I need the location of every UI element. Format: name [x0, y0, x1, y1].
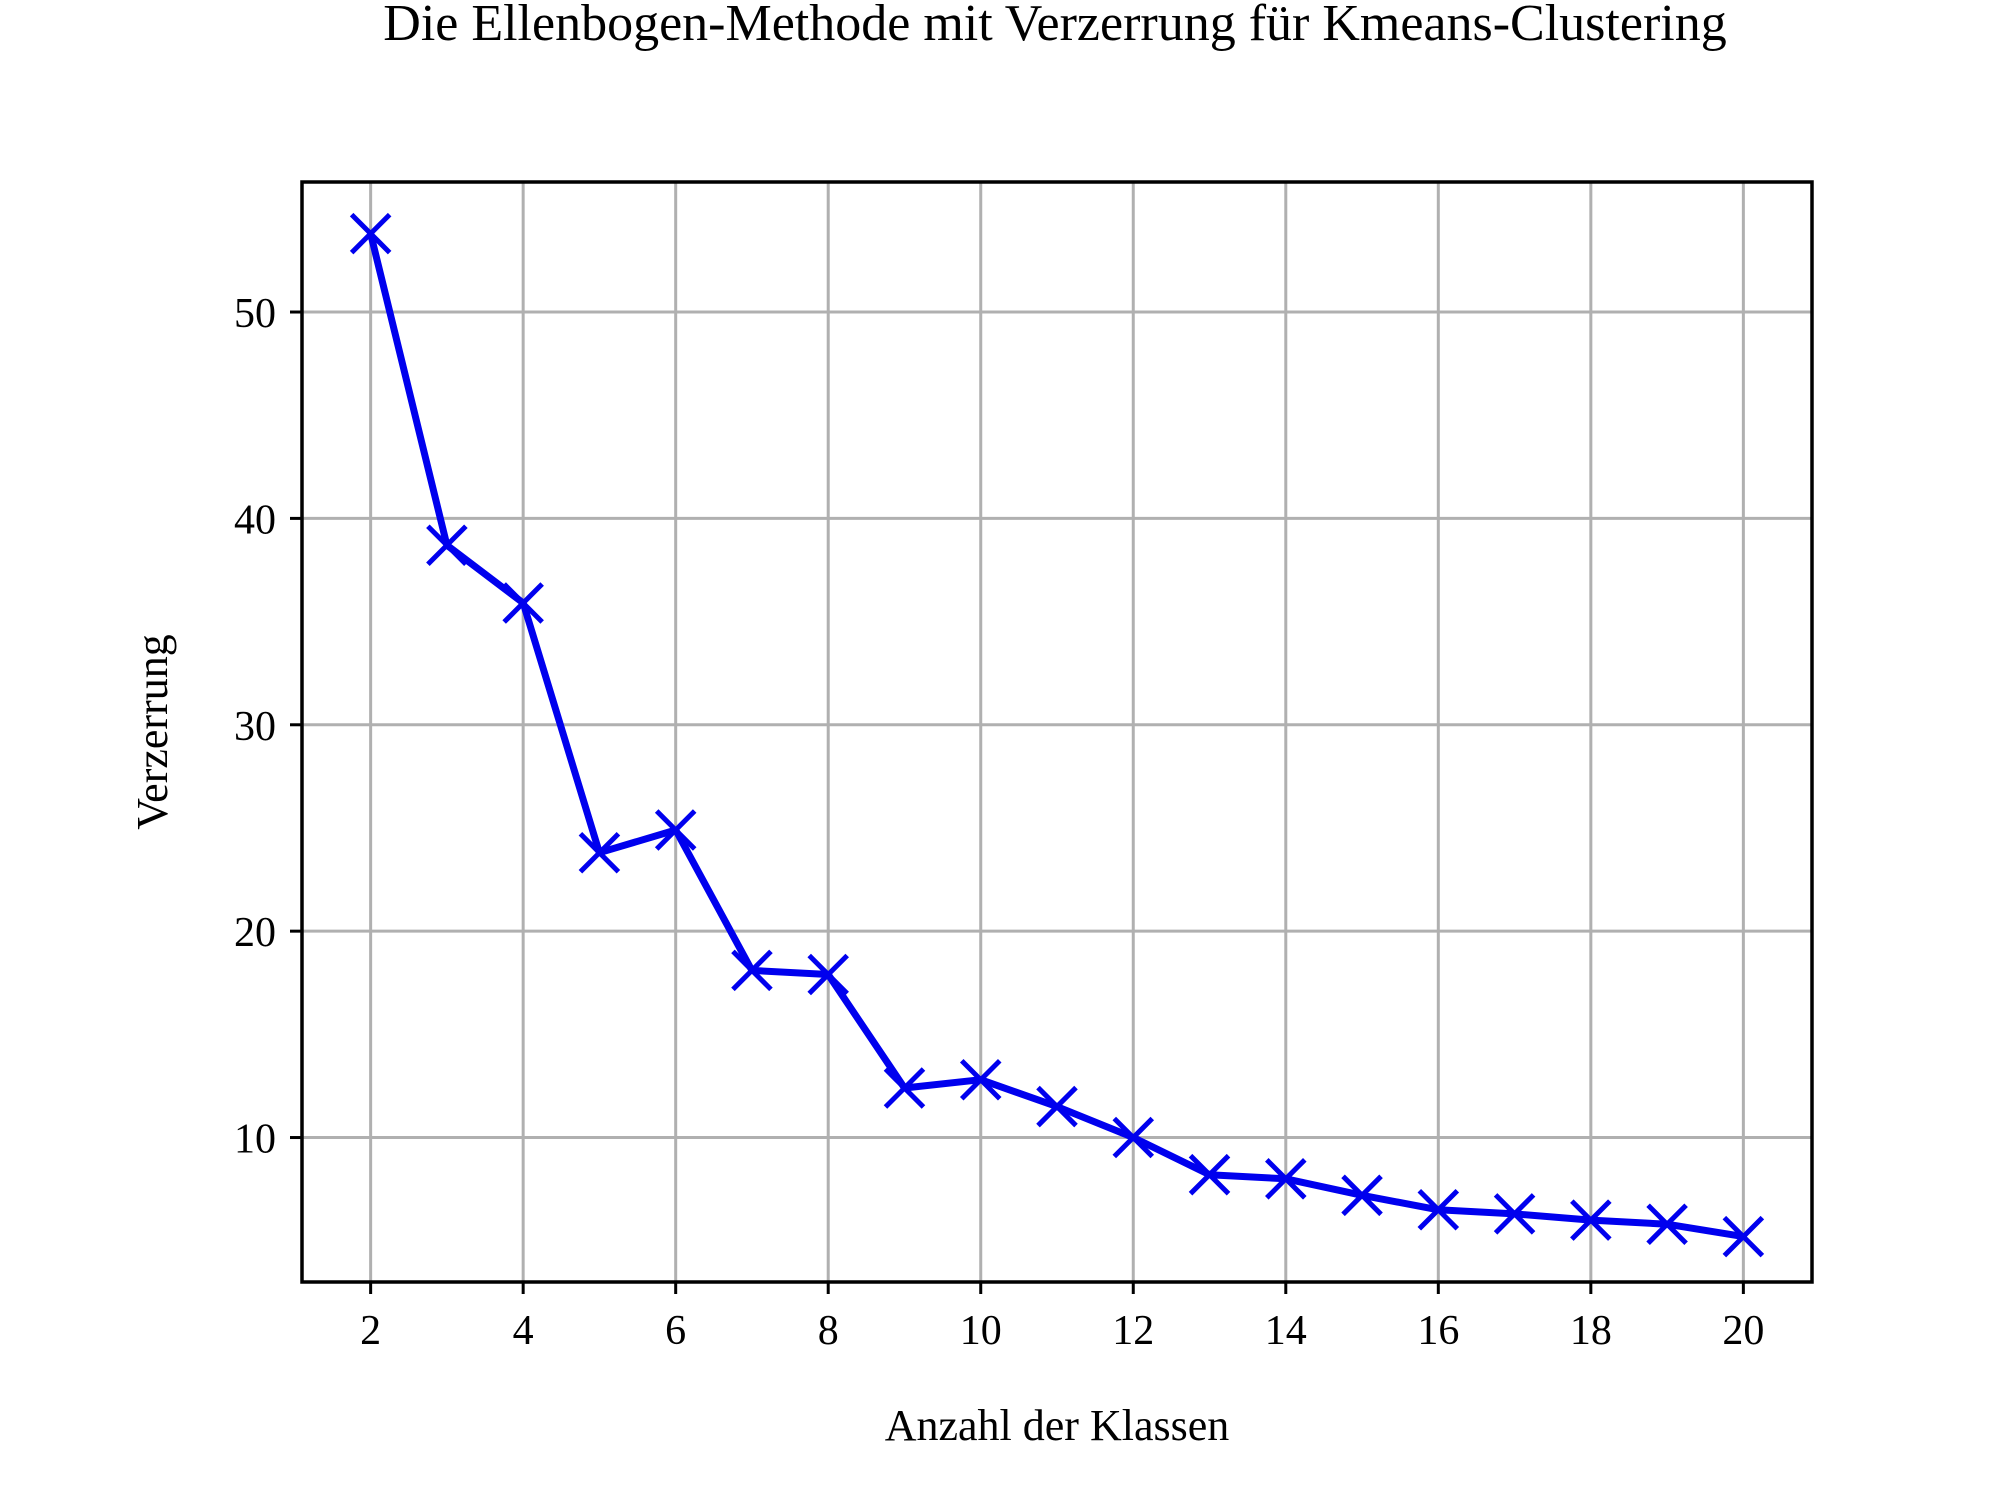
x-tick-label: 12 — [1112, 1308, 1154, 1354]
data-point-marker — [578, 831, 621, 874]
y-axis-label: Verzerrung — [128, 634, 177, 829]
x-tick-label: 10 — [960, 1308, 1002, 1354]
x-tick-label: 6 — [665, 1308, 686, 1354]
x-axis-label: Anzahl der Klassen — [885, 1401, 1230, 1450]
x-tick-label: 18 — [1570, 1308, 1612, 1354]
y-tick-label: 50 — [234, 291, 276, 337]
data-point-marker — [1265, 1158, 1307, 1200]
data-point-marker — [1722, 1215, 1765, 1258]
y-tick-label: 30 — [234, 704, 276, 750]
x-tick-label: 2 — [360, 1308, 381, 1354]
x-tick-label: 20 — [1722, 1308, 1764, 1354]
data-point-marker — [654, 809, 697, 851]
series-line — [367, 230, 1747, 1241]
data-point-marker — [807, 953, 849, 996]
x-axis-ticks: 2 4 6 8 10 12 14 16 18 20 — [360, 1282, 1764, 1354]
data-point-marker — [883, 1067, 926, 1109]
plot-area-frame — [300, 180, 1814, 1284]
data-point-marker — [1036, 1085, 1078, 1128]
data-point-marker — [1493, 1193, 1536, 1235]
data-point-marker — [1417, 1188, 1460, 1231]
data-point-marker — [1112, 1116, 1155, 1159]
y-tick-label: 40 — [234, 497, 276, 543]
chart-title: Die Ellenbogen-Methode mit Verzerrung fü… — [383, 0, 1726, 52]
data-point-marker — [1188, 1153, 1231, 1196]
data-point-marker — [1646, 1203, 1688, 1245]
y-axis-ticks: 10 20 30 40 50 — [234, 291, 302, 1163]
data-point-marker — [426, 524, 468, 566]
data-point-marker — [731, 949, 773, 992]
data-point-marker — [1570, 1199, 1612, 1241]
data-point-marker — [959, 1058, 1002, 1101]
data-point-marker — [1341, 1174, 1383, 1217]
y-tick-label: 20 — [234, 910, 276, 956]
data-point-marker — [349, 212, 392, 255]
grid — [302, 182, 1812, 1282]
x-tick-label: 4 — [513, 1308, 534, 1354]
data-series — [349, 212, 1765, 1258]
x-tick-label: 16 — [1417, 1308, 1459, 1354]
x-tick-label: 8 — [818, 1308, 839, 1354]
x-tick-label: 14 — [1265, 1308, 1307, 1354]
data-point-marker — [502, 582, 544, 624]
y-tick-label: 10 — [234, 1117, 276, 1163]
